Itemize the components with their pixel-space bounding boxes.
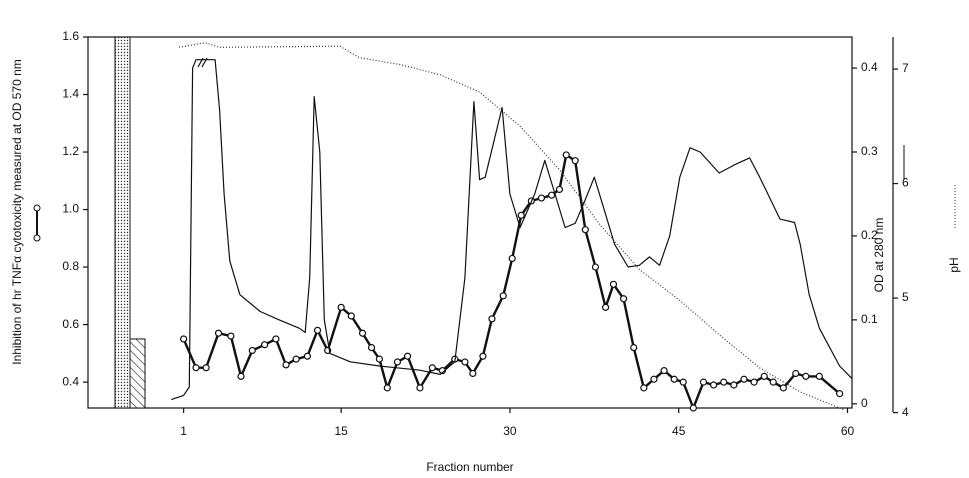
control-bar [114, 36, 131, 409]
y3-axis-label: pH [947, 257, 961, 272]
data-point [469, 369, 477, 378]
data-point [303, 352, 312, 360]
y-tick-label: 1.2 [62, 144, 79, 158]
x-axis-label: Fraction number [426, 460, 513, 474]
y2-tick-label: 0.4 [861, 60, 878, 74]
data-point [562, 151, 570, 159]
x-tick-label: 60 [841, 424, 855, 438]
data-point [750, 378, 758, 386]
data-point [555, 185, 564, 194]
data-point [760, 372, 768, 380]
y-tick-label: 0.6 [62, 317, 79, 331]
data-point [779, 384, 787, 392]
y3-tick-label: 7 [902, 61, 909, 75]
data-point [227, 332, 235, 340]
data-point [547, 191, 556, 199]
data-point [660, 367, 668, 375]
data-point [571, 157, 579, 165]
data-point [769, 378, 777, 386]
y2-axis-label: OD at 280 nm [872, 218, 886, 293]
data-point [499, 292, 507, 300]
data-point [517, 211, 525, 219]
data-point [699, 378, 708, 386]
data-point [815, 372, 823, 380]
x-tick-label: 45 [672, 424, 686, 438]
y-tick-label: 1.6 [62, 29, 79, 43]
data-point [609, 280, 618, 288]
y3-tick-label: 5 [902, 290, 909, 304]
data-point [508, 254, 516, 263]
data-point [180, 335, 188, 343]
data-point [393, 358, 402, 366]
x-tick-label: 1 [180, 424, 187, 438]
data-point [202, 364, 210, 372]
data-point [488, 315, 496, 323]
data-point [740, 375, 748, 383]
y2-tick-label: 0.3 [861, 144, 878, 158]
y-tick-label: 0.8 [62, 259, 79, 273]
data-point [383, 384, 391, 392]
data-point [282, 361, 290, 369]
series-line [178, 42, 846, 411]
x-tick-label: 30 [503, 424, 517, 438]
data-point [591, 263, 600, 271]
y3-tick-label: 6 [902, 176, 909, 190]
data-point [214, 329, 223, 337]
data-point [679, 378, 687, 386]
data-point [375, 355, 384, 363]
y2-tick-label: 0.1 [861, 312, 878, 326]
data-point [479, 352, 487, 360]
control-bar [129, 338, 146, 409]
data-point [272, 335, 280, 343]
data-point [416, 384, 424, 392]
data-point [428, 364, 436, 372]
x-tick-label: 15 [334, 424, 348, 438]
y3-tick-label: 4 [902, 405, 909, 419]
data-point [261, 341, 269, 349]
y2-tick-label: 0.2 [861, 228, 878, 242]
data-point [537, 194, 546, 202]
data-point [670, 375, 678, 383]
data-point [367, 344, 376, 352]
data-point [292, 355, 300, 363]
data-point [710, 381, 718, 389]
data-point [337, 303, 345, 311]
plot-frame [87, 36, 853, 409]
data-point [792, 369, 800, 378]
data-point [619, 295, 628, 303]
data-point [601, 303, 610, 311]
series-line [182, 153, 841, 410]
data-point [720, 378, 728, 386]
data-point [650, 375, 658, 383]
data-point [581, 226, 589, 234]
data-point [689, 404, 697, 412]
y-tick-label: 1.4 [62, 87, 79, 101]
y2-tick-label: 0 [861, 396, 868, 410]
data-point [248, 346, 256, 355]
data-point [237, 372, 245, 380]
data-point [313, 326, 322, 334]
data-point [630, 344, 638, 352]
series-line [171, 59, 853, 401]
data-point [461, 358, 469, 366]
data-point [347, 312, 355, 320]
data-point [358, 329, 367, 337]
data-point [403, 352, 412, 360]
data-point [802, 372, 810, 380]
data-point [730, 381, 738, 389]
data-point [192, 364, 200, 372]
legend-symbol-circles [33, 204, 41, 242]
data-point [836, 390, 844, 398]
y-tick-label: 1.0 [62, 202, 79, 216]
data-point [640, 384, 648, 392]
y-axis-label: Inhibition of hr TNFα cytotoxicity measu… [10, 59, 24, 365]
y-tick-label: 0.4 [62, 374, 79, 388]
